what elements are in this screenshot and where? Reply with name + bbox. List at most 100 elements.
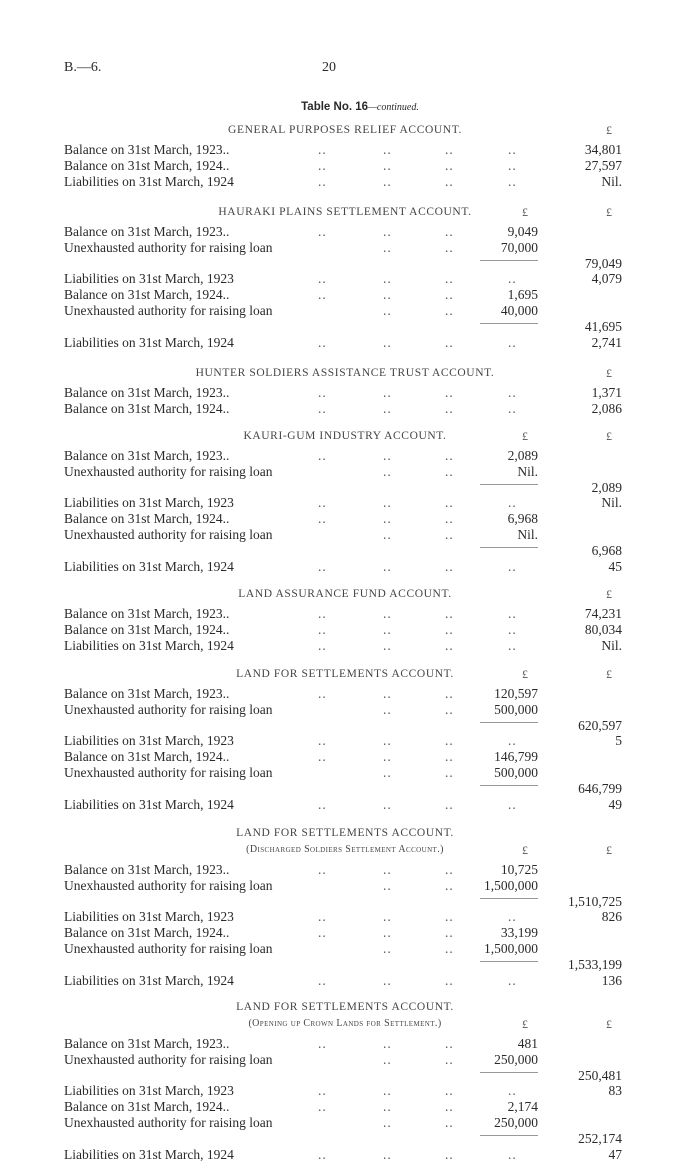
col1-currency-header: £ bbox=[522, 843, 528, 857]
leader-dots: .. bbox=[445, 287, 454, 303]
section-heading: LAND FOR SETTLEMENTS ACCOUNT. bbox=[236, 827, 454, 839]
leader-dots: .. bbox=[383, 271, 392, 287]
leader-dots: .. bbox=[383, 303, 392, 318]
leader-dots: .. bbox=[318, 796, 327, 812]
row-label: Balance on 31st March, 1923.. bbox=[64, 606, 230, 621]
leader-dots: .. bbox=[508, 606, 517, 621]
leader-dots: .. bbox=[318, 972, 327, 988]
leader-dots: .. bbox=[383, 400, 392, 416]
leader-dots: .. bbox=[445, 142, 454, 157]
leader-dots: .. bbox=[318, 686, 327, 701]
row-col2-value: 5 bbox=[615, 733, 622, 749]
col1-currency-header: £ bbox=[522, 667, 528, 681]
col1-currency-header: £ bbox=[522, 1017, 528, 1031]
leader-dots: .. bbox=[318, 334, 327, 350]
leader-dots: .. bbox=[445, 862, 454, 877]
leader-dots: .. bbox=[318, 1083, 327, 1099]
row-col1-value: 120,597 bbox=[494, 686, 538, 701]
row-col2-value: 27,597 bbox=[584, 157, 622, 173]
row-col1-value: 33,199 bbox=[500, 925, 538, 941]
leader-dots: .. bbox=[445, 606, 454, 621]
row-label: Liabilities on 31st March, 1924 bbox=[64, 334, 234, 350]
leader-dots: .. bbox=[508, 909, 517, 925]
row-col1-value: 146,799 bbox=[494, 749, 538, 765]
leader-dots: .. bbox=[445, 224, 454, 239]
section-heading: KAURI-GUM INDUSTRY ACCOUNT. bbox=[243, 430, 447, 442]
leader-dots: .. bbox=[445, 495, 454, 511]
leader-dots: .. bbox=[383, 527, 392, 542]
leader-dots: .. bbox=[445, 733, 454, 749]
row-label: Balance on 31st March, 1923.. bbox=[64, 1036, 230, 1051]
leader-dots: .. bbox=[508, 271, 517, 287]
row-col2-value: 620,597 bbox=[578, 717, 622, 733]
leader-dots: .. bbox=[318, 385, 327, 400]
leader-dots: .. bbox=[445, 448, 454, 463]
row-col2-value: Nil. bbox=[601, 637, 622, 653]
subtotal-rule bbox=[480, 322, 538, 324]
leader-dots: .. bbox=[318, 142, 327, 157]
leader-dots: .. bbox=[383, 463, 392, 479]
col1-currency-header: £ bbox=[522, 429, 528, 443]
leader-dots: .. bbox=[383, 239, 392, 255]
row-col1-value: 250,000 bbox=[494, 1051, 538, 1067]
leader-dots: .. bbox=[445, 1051, 454, 1067]
leader-dots: .. bbox=[318, 224, 327, 239]
leader-dots: .. bbox=[383, 1146, 392, 1162]
row-label: Liabilities on 31st March, 1923 bbox=[64, 271, 234, 287]
section-subheading: (Opening up Crown Lands for Settlement.) bbox=[248, 1018, 442, 1029]
subtotal-rule bbox=[480, 546, 538, 548]
leader-dots: .. bbox=[445, 334, 454, 350]
row-label: Unexhausted authority for raising loan bbox=[64, 303, 273, 318]
row-col2-value: 74,231 bbox=[584, 606, 622, 621]
leader-dots: .. bbox=[318, 448, 327, 463]
row-col1-value: 10,725 bbox=[500, 862, 538, 877]
leader-dots: .. bbox=[318, 925, 327, 941]
col1-currency-header: £ bbox=[522, 205, 528, 219]
leader-dots: .. bbox=[318, 1146, 327, 1162]
leader-dots: .. bbox=[383, 448, 392, 463]
leader-dots: .. bbox=[383, 621, 392, 637]
leader-dots: .. bbox=[318, 1036, 327, 1051]
row-label: Balance on 31st March, 1923.. bbox=[64, 224, 230, 239]
row-label: Balance on 31st March, 1924.. bbox=[64, 400, 230, 416]
leader-dots: .. bbox=[508, 1083, 517, 1099]
table-title-text: Table No. 16 bbox=[301, 101, 369, 113]
row-label: Balance on 31st March, 1924.. bbox=[64, 157, 230, 173]
leader-dots: .. bbox=[445, 701, 454, 717]
leader-dots: .. bbox=[383, 749, 392, 765]
subtotal-rule bbox=[480, 721, 538, 723]
leader-dots: .. bbox=[383, 157, 392, 173]
leader-dots: .. bbox=[383, 637, 392, 653]
row-col1-value: 1,500,000 bbox=[484, 877, 538, 893]
leader-dots: .. bbox=[508, 558, 517, 574]
leader-dots: .. bbox=[445, 1036, 454, 1051]
row-col1-value: 70,000 bbox=[500, 239, 538, 255]
leader-dots: .. bbox=[318, 173, 327, 189]
row-label: Liabilities on 31st March, 1924 bbox=[64, 173, 234, 189]
leader-dots: .. bbox=[445, 1083, 454, 1099]
row-label: Unexhausted authority for raising loan bbox=[64, 701, 273, 717]
row-label: Unexhausted authority for raising loan bbox=[64, 941, 273, 956]
row-label: Balance on 31st March, 1923.. bbox=[64, 385, 230, 400]
row-col1-value: 40,000 bbox=[500, 303, 538, 318]
leader-dots: .. bbox=[445, 749, 454, 765]
row-label: Unexhausted authority for raising loan bbox=[64, 1115, 273, 1130]
section-heading: HAURAKI PLAINS SETTLEMENT ACCOUNT. bbox=[218, 206, 472, 218]
leader-dots: .. bbox=[318, 495, 327, 511]
row-col2-value: 49 bbox=[608, 796, 623, 812]
subtotal-rule bbox=[480, 483, 538, 485]
row-label: Liabilities on 31st March, 1923 bbox=[64, 909, 234, 925]
row-col1-value: 500,000 bbox=[494, 701, 538, 717]
leader-dots: .. bbox=[383, 1099, 392, 1115]
row-col2-value: 41,695 bbox=[584, 318, 622, 334]
leader-dots: .. bbox=[445, 1146, 454, 1162]
leader-dots: .. bbox=[445, 303, 454, 318]
leader-dots: .. bbox=[383, 877, 392, 893]
row-col2-value: 2,741 bbox=[591, 334, 622, 350]
row-label: Balance on 31st March, 1924.. bbox=[64, 925, 230, 941]
leader-dots: .. bbox=[318, 287, 327, 303]
leader-dots: .. bbox=[383, 686, 392, 701]
section-heading: GENERAL PURPOSES RELIEF ACCOUNT. bbox=[228, 124, 462, 136]
row-label: Liabilities on 31st March, 1923 bbox=[64, 1083, 234, 1099]
row-label: Liabilities on 31st March, 1923 bbox=[64, 495, 234, 511]
